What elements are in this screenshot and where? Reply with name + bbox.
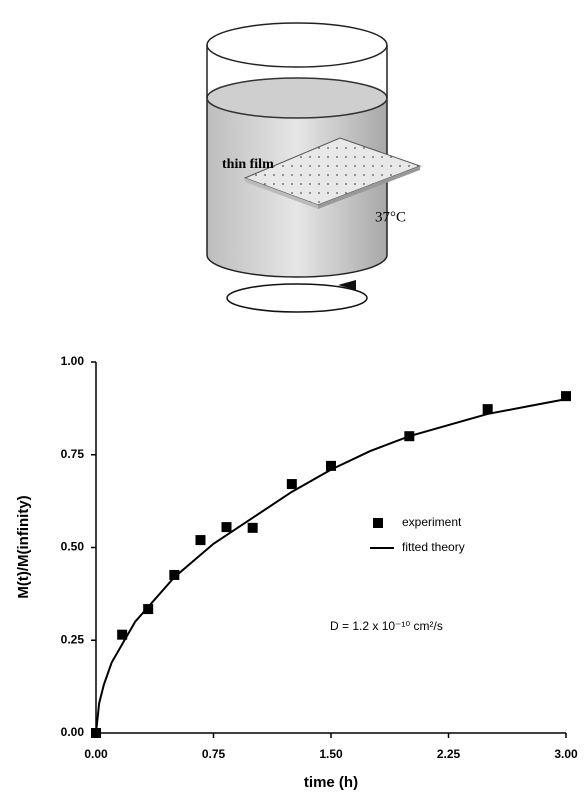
data-point (482, 404, 493, 415)
y-tick-label: 1.00 (61, 354, 85, 368)
x-tick-label: 0.75 (202, 747, 226, 761)
liquid-surface (206, 77, 388, 119)
legend-label: experiment (402, 515, 462, 529)
beaker-diagram: thin film 37°C (206, 22, 422, 313)
beaker-rim (206, 22, 388, 68)
data-point (169, 569, 180, 580)
data-point (195, 535, 206, 546)
annotation: D = 1.2 x 10⁻¹⁰ cm²/s (330, 619, 443, 633)
legend-label: fitted theory (402, 540, 465, 554)
data-point (561, 391, 571, 402)
temperature-label: 37°C (375, 209, 406, 225)
data-point (117, 629, 128, 640)
y-tick-label: 0.50 (61, 540, 85, 554)
legend-marker (373, 518, 383, 528)
film-edge (318, 166, 420, 209)
data-point (326, 460, 336, 471)
x-tick-label: 3.00 (554, 747, 578, 761)
arrow-head (338, 280, 356, 290)
data-point (143, 604, 154, 615)
data-point (221, 522, 232, 533)
y-tick-label: 0.25 (61, 632, 85, 646)
y-axis-label: M(t)/M(infinity) (15, 495, 32, 598)
x-tick-label: 1.50 (319, 747, 343, 761)
data-point (286, 479, 297, 490)
y-tick-label: 0.00 (61, 725, 85, 739)
rotation-arrow (226, 283, 368, 313)
chart: time (h) M(t)/M(infinity) D = 1.2 x 10⁻¹… (15, 495, 443, 791)
y-tick-label: 0.75 (61, 447, 85, 461)
film-edge (245, 178, 318, 209)
fit-line (95, 398, 567, 734)
data-point (247, 522, 258, 533)
x-tick-label: 2.25 (437, 747, 461, 761)
x-axis-label: time (h) (304, 774, 358, 791)
film-label: thin film (222, 157, 274, 172)
x-tick-label: 0.00 (84, 747, 108, 761)
